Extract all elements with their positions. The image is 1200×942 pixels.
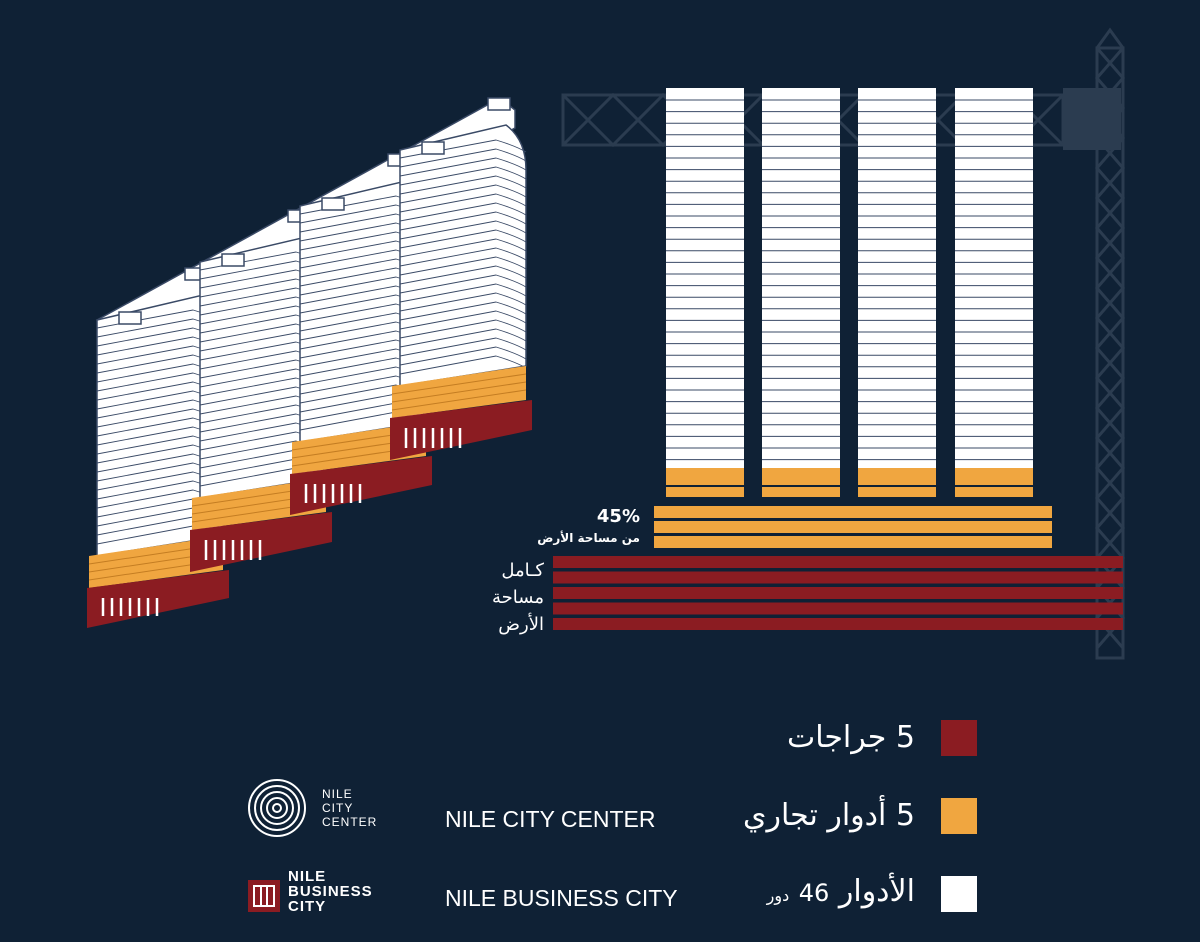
- legend-label-garages: 5 جراجات: [700, 720, 915, 755]
- floor-line: [399, 202, 527, 222]
- iso-tower-4: [390, 97, 532, 460]
- rooftop-unit: [118, 311, 142, 325]
- floor-line: [399, 328, 527, 348]
- floor-line: [399, 301, 527, 321]
- full-area-line-3: الأرض: [498, 614, 544, 635]
- tower-commercial-floors: [858, 468, 936, 497]
- office-tower-1: [666, 88, 744, 468]
- floor-line: [399, 229, 527, 249]
- legend-number-floors: 46: [798, 879, 830, 907]
- podium-commercial-floor: [654, 536, 1052, 548]
- legend-number-garages: 5: [895, 720, 915, 755]
- center-logo-line-3: CENTER: [322, 815, 378, 829]
- legend-swatch-floors: [941, 876, 977, 912]
- full-area-line-1: كـامل: [501, 560, 544, 581]
- floor-line: [399, 337, 527, 357]
- office-tower-4: [955, 88, 1033, 468]
- floor-line: [399, 274, 527, 294]
- floor-line: [399, 346, 527, 366]
- rooftop-unit: [221, 253, 245, 267]
- legend-label-floors: الأدوار 46 دور: [700, 874, 915, 909]
- legend-swatch-commercial: [941, 798, 977, 834]
- center-logo-line-2: CITY: [322, 801, 354, 815]
- floor-line: [391, 381, 527, 403]
- tower-body: [399, 124, 527, 387]
- floor-line: [399, 175, 527, 195]
- crane-counterweight: [1063, 88, 1121, 150]
- tower-commercial-floors: [762, 468, 840, 497]
- floor-line: [399, 238, 527, 258]
- legend-text-floors: الأدوار: [838, 874, 915, 909]
- legend-label-commercial: 5 أدوار تجاري: [700, 798, 915, 833]
- rooftop-unit: [421, 141, 445, 155]
- brand-name-business: NILE BUSINESS CITY: [445, 885, 678, 911]
- legend-text-garages: جراجات: [786, 720, 887, 755]
- full-area-line-2: مساحة: [492, 587, 544, 608]
- garage-floor: [553, 602, 1123, 615]
- business-logo-line-1: NILE: [288, 868, 327, 885]
- floor-line: [399, 319, 527, 339]
- brand-name-center: NILE CITY CENTER: [445, 806, 656, 832]
- floor-line: [399, 220, 527, 240]
- floor-line: [399, 184, 527, 204]
- podium-commercial-floor: [654, 506, 1052, 518]
- rooftop-unit: [321, 197, 345, 211]
- tower-commercial-floors: [666, 468, 744, 497]
- floor-line: [391, 389, 527, 411]
- percent-value: 45%: [596, 506, 640, 527]
- center-logo-line-1: NILE: [322, 787, 353, 801]
- office-tower-3: [858, 88, 936, 468]
- floor-line: [399, 148, 527, 168]
- floor-line: [399, 310, 527, 330]
- concentric-circles-icon: [248, 779, 306, 837]
- podium-commercial-floor: [654, 521, 1052, 533]
- tower-commercial-floors: [955, 468, 1033, 497]
- isometric-towers-illustration: [87, 97, 532, 628]
- floor-line: [399, 139, 527, 159]
- legend-text-commercial: أدوار تجاري: [742, 798, 887, 833]
- percent-caption: من مساحة الأرض: [537, 531, 640, 545]
- legend-unit-floors: دور: [766, 886, 790, 905]
- floor-line: [391, 373, 527, 395]
- floor-line: [399, 193, 527, 213]
- floor-line: [399, 265, 527, 285]
- legend-swatch-garage: [941, 720, 977, 756]
- business-logo-line-3: CITY: [288, 898, 327, 915]
- floor-line: [399, 292, 527, 312]
- office-tower-2: [762, 88, 840, 468]
- iso-tower-2: [190, 209, 332, 572]
- floor-line: [399, 283, 527, 303]
- legend-number-commercial: 5: [895, 798, 915, 833]
- garage-floor: [553, 618, 1123, 630]
- square-grid-icon: [248, 880, 280, 912]
- garage-floor: [553, 571, 1123, 584]
- floor-line: [399, 166, 527, 186]
- business-logo-line-2: BUSINESS: [288, 883, 373, 900]
- garage-floor: [553, 587, 1123, 599]
- floor-line: [399, 247, 527, 267]
- floor-line: [399, 157, 527, 177]
- garage-floor: [553, 556, 1123, 568]
- floor-line: [399, 256, 527, 276]
- floor-line: [399, 211, 527, 231]
- rooftop-unit: [487, 97, 511, 111]
- building-elevation-diagram: [553, 88, 1123, 630]
